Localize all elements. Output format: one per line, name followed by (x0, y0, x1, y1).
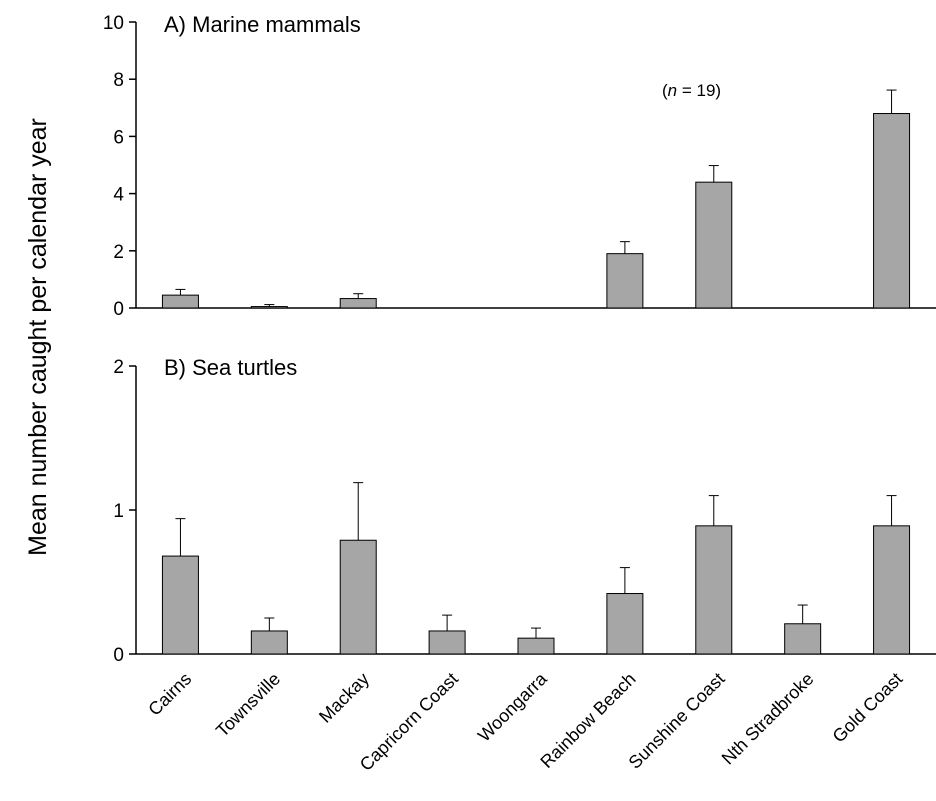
category-label: Townsville (212, 669, 284, 741)
y-tick-label-a: 10 (103, 13, 124, 34)
category-label: Sunshine Coast (625, 669, 729, 773)
panel-sea-turtles: B) Sea turtles 0 1 2 (113, 355, 936, 666)
y-tick-label-b: 2 (113, 357, 124, 378)
bar-a (250, 306, 288, 309)
category-label: Mackay (315, 669, 373, 727)
bar-b (695, 525, 733, 655)
category-label: Rainbow Beach (536, 669, 639, 772)
bar-a (161, 294, 199, 309)
y-tick-label-a: 8 (113, 70, 124, 91)
bar-b (428, 630, 466, 655)
bar-b (873, 525, 911, 655)
bar-b (606, 593, 644, 655)
category-label: Woongarra (474, 668, 552, 746)
bar-b (784, 623, 822, 655)
bar-b (250, 630, 288, 655)
y-tick-label-a: 4 (113, 185, 124, 206)
bar-a (873, 113, 911, 309)
bar-a (695, 181, 733, 309)
category-label: Gold Coast (829, 669, 907, 747)
bar-b (517, 637, 555, 655)
panel-marine-mammals: A) Marine mammals (n = 19) 0 2 4 6 8 10 (103, 12, 936, 320)
y-tick-label-a: 0 (113, 299, 124, 320)
category-label: Nth Stradbroke (718, 669, 818, 769)
annotation-prefix: ( (662, 81, 668, 100)
annotation-n: n (668, 81, 677, 100)
panel-b-title: B) Sea turtles (164, 355, 297, 380)
y-tick-label-a: 2 (113, 242, 124, 263)
bar-a (339, 298, 377, 309)
y-tick-label-b: 0 (113, 645, 124, 666)
bar-b (339, 539, 377, 655)
category-label: Capricorn Coast (356, 669, 462, 775)
y-tick-label-b: 1 (113, 501, 124, 522)
bar-a (606, 253, 644, 309)
annotation-suffix: = 19) (677, 81, 721, 100)
bar-b (161, 555, 199, 655)
sample-size-annotation: (n = 19) (662, 81, 721, 100)
panel-a-title: A) Marine mammals (164, 12, 361, 37)
y-tick-label-a: 6 (113, 127, 124, 148)
y-axis-label: Mean number caught per calendar year (24, 118, 52, 556)
category-label: Cairns (144, 669, 195, 720)
